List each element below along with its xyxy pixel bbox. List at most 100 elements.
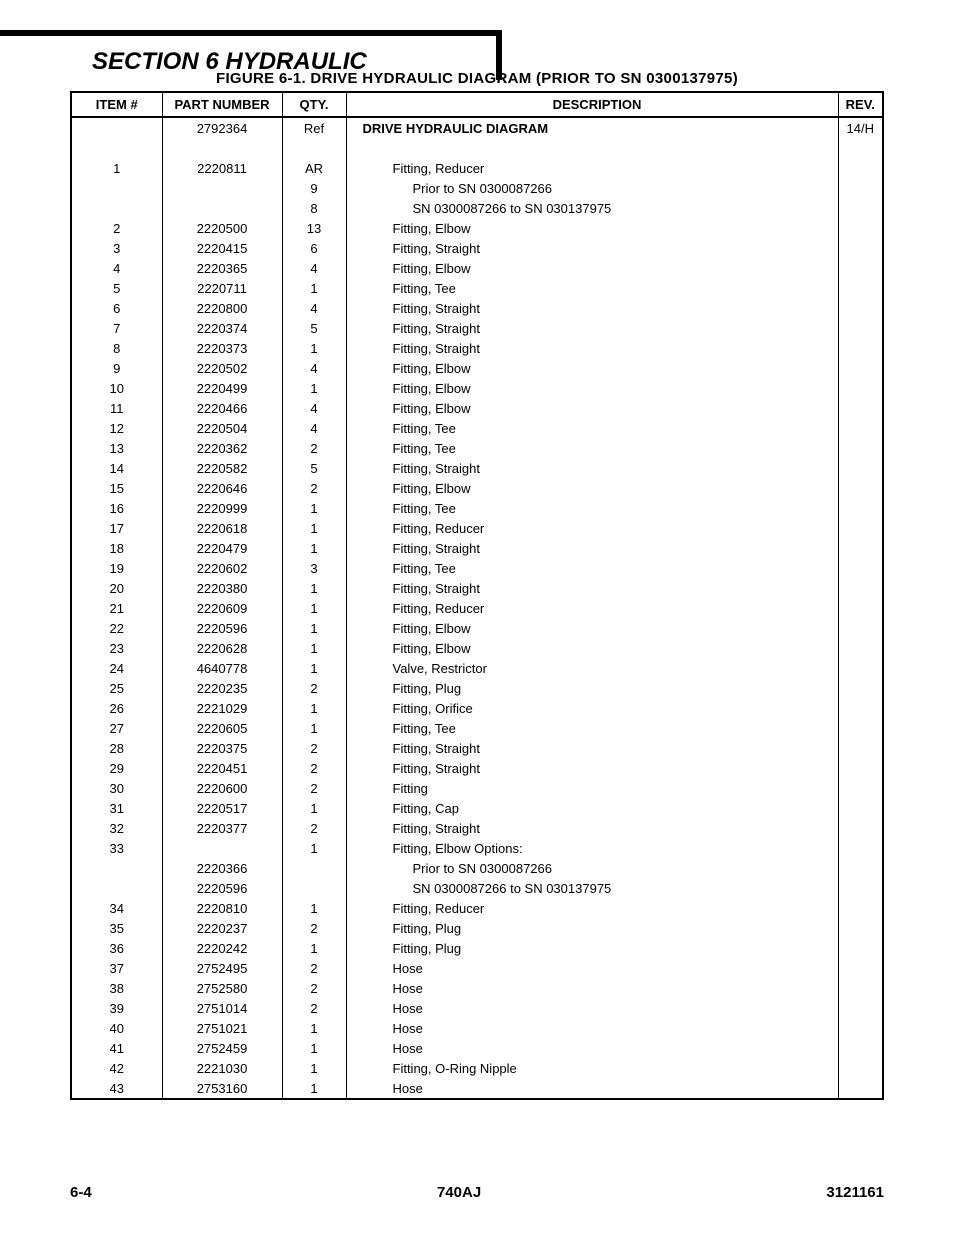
cell-qty: 1 xyxy=(282,618,346,638)
cell-item: 26 xyxy=(72,698,162,718)
cell-rev xyxy=(838,978,882,998)
cell-item: 36 xyxy=(72,938,162,958)
cell-item: 3 xyxy=(72,238,162,258)
cell-rev xyxy=(838,818,882,838)
cell-part: 2220375 xyxy=(162,738,282,758)
cell-item: 7 xyxy=(72,318,162,338)
cell-rev xyxy=(838,418,882,438)
table-row: 2446407781Valve, Restrictor xyxy=(72,658,882,678)
cell-desc: Fitting, Straight xyxy=(346,538,838,558)
cell-qty: 5 xyxy=(282,318,346,338)
cell-desc: Hose xyxy=(346,978,838,998)
footer-model: 740AJ xyxy=(437,1184,481,1201)
cell-item: 13 xyxy=(72,438,162,458)
table-row: 1922206023Fitting, Tee xyxy=(72,558,882,578)
cell-item: 8 xyxy=(72,338,162,358)
cell-item: 23 xyxy=(72,638,162,658)
col-header-rev: REV. xyxy=(838,93,882,117)
cell-rev xyxy=(838,598,882,618)
cell-part xyxy=(162,838,282,858)
cell-qty: 4 xyxy=(282,398,346,418)
cell-item: 1 xyxy=(72,158,162,178)
cell-rev xyxy=(838,338,882,358)
cell-rev xyxy=(838,678,882,698)
cell-rev xyxy=(838,298,882,318)
cell-qty: 1 xyxy=(282,698,346,718)
cell-part: 2752580 xyxy=(162,978,282,998)
cell-desc: Fitting, Tee xyxy=(346,418,838,438)
table-row: 2322206281Fitting, Elbow xyxy=(72,638,882,658)
table-row: 2822203752Fitting, Straight xyxy=(72,738,882,758)
table-row: 722203745Fitting, Straight xyxy=(72,318,882,338)
cell-item: 4 xyxy=(72,258,162,278)
cell-item: 29 xyxy=(72,758,162,778)
cell-qty: 2 xyxy=(282,478,346,498)
cell-desc: Fitting, Reducer xyxy=(346,598,838,618)
cell-qty: 2 xyxy=(282,738,346,758)
cell-item: 22 xyxy=(72,618,162,638)
cell-part: 2220609 xyxy=(162,598,282,618)
table-row: 4327531601Hose xyxy=(72,1078,882,1098)
cell-part: 2220618 xyxy=(162,518,282,538)
page-footer: 6-4 740AJ 3121161 xyxy=(70,1184,884,1201)
table-row: 2722206051Fitting, Tee xyxy=(72,718,882,738)
cell-rev xyxy=(838,878,882,898)
cell-desc: Fitting, Straight xyxy=(346,758,838,778)
cell-part: 2751014 xyxy=(162,998,282,1018)
cell-item: 40 xyxy=(72,1018,162,1038)
cell-desc: Fitting, Straight xyxy=(346,238,838,258)
cell-rev xyxy=(838,918,882,938)
cell-desc: Fitting, Elbow xyxy=(346,398,838,418)
cell-part: 2220711 xyxy=(162,278,282,298)
cell-desc: DRIVE HYDRAULIC DIAGRAM xyxy=(346,117,838,138)
cell-part: 2220235 xyxy=(162,678,282,698)
cell-rev xyxy=(838,1058,882,1078)
cell-rev xyxy=(838,578,882,598)
table-row: 4027510211Hose xyxy=(72,1018,882,1038)
cell-desc: Fitting, Elbow xyxy=(346,638,838,658)
table-row xyxy=(72,138,882,158)
cell-qty: 1 xyxy=(282,1018,346,1038)
cell-qty: 13 xyxy=(282,218,346,238)
table-row: 3522202372Fitting, Plug xyxy=(72,918,882,938)
cell-qty: 2 xyxy=(282,678,346,698)
table-row: 3727524952Hose xyxy=(72,958,882,978)
cell-rev xyxy=(838,618,882,638)
cell-item xyxy=(72,178,162,198)
table-row: 2220366Prior to SN 0300087266 xyxy=(72,858,882,878)
cell-qty xyxy=(282,858,346,878)
cell-desc: Fitting, Elbow Options: xyxy=(346,838,838,858)
cell-rev xyxy=(838,378,882,398)
cell-desc: Fitting, Elbow xyxy=(346,258,838,278)
cell-rev xyxy=(838,218,882,238)
section-header-bar: SECTION 6 HYDRAULIC xyxy=(0,30,502,80)
table-row: 3827525802Hose xyxy=(72,978,882,998)
cell-item: 2 xyxy=(72,218,162,238)
cell-desc: SN 0300087266 to SN 030137975 xyxy=(346,878,838,898)
cell-desc: Fitting, Tee xyxy=(346,278,838,298)
table-row: 1822204791Fitting, Straight xyxy=(72,538,882,558)
cell-qty: 6 xyxy=(282,238,346,258)
col-header-desc: DESCRIPTION xyxy=(346,93,838,117)
cell-qty: 1 xyxy=(282,338,346,358)
table-row: 822203731Fitting, Straight xyxy=(72,338,882,358)
cell-item: 38 xyxy=(72,978,162,998)
cell-part: 2220502 xyxy=(162,358,282,378)
cell-qty: 1 xyxy=(282,598,346,618)
cell-rev xyxy=(838,838,882,858)
cell-rev xyxy=(838,478,882,498)
cell-part: 2220600 xyxy=(162,778,282,798)
cell-part: 2220373 xyxy=(162,338,282,358)
parts-table-container: ITEM # PART NUMBER QTY. DESCRIPTION REV.… xyxy=(70,91,884,1100)
table-row: 322204156Fitting, Straight xyxy=(72,238,882,258)
cell-part: 2220377 xyxy=(162,818,282,838)
cell-part: 2220365 xyxy=(162,258,282,278)
cell-item: 39 xyxy=(72,998,162,1018)
cell-item: 21 xyxy=(72,598,162,618)
table-row: 1522206462Fitting, Elbow xyxy=(72,478,882,498)
cell-part: 2220237 xyxy=(162,918,282,938)
cell-item: 28 xyxy=(72,738,162,758)
cell-part: 2753160 xyxy=(162,1078,282,1098)
cell-part xyxy=(162,138,282,158)
table-row: 2222050013Fitting, Elbow xyxy=(72,218,882,238)
